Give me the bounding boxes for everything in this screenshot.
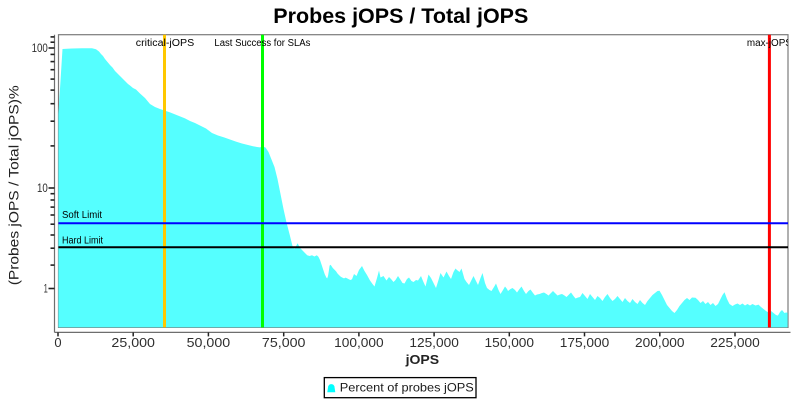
- svg-text:Probes jOPS / Total jOPS: Probes jOPS / Total jOPS: [273, 4, 528, 28]
- svg-text:100,000: 100,000: [334, 335, 384, 350]
- svg-text:critical-jOPS: critical-jOPS: [136, 38, 195, 49]
- svg-text:10: 10: [37, 181, 48, 195]
- svg-text:Last Success for SLAs: Last Success for SLAs: [214, 38, 310, 49]
- svg-text:100: 100: [32, 41, 48, 55]
- svg-text:50,000: 50,000: [187, 335, 231, 350]
- svg-text:max-jOPS: max-jOPS: [747, 38, 792, 49]
- svg-text:225,000: 225,000: [710, 335, 760, 350]
- svg-text:75,000: 75,000: [262, 335, 306, 350]
- svg-text:175,000: 175,000: [560, 335, 610, 350]
- svg-text:1: 1: [44, 282, 48, 296]
- svg-text:Soft Limit: Soft Limit: [62, 210, 102, 221]
- svg-text:200,000: 200,000: [635, 335, 685, 350]
- svg-text:25,000: 25,000: [111, 335, 155, 350]
- svg-text:0: 0: [54, 335, 61, 350]
- svg-text:jOPS: jOPS: [405, 352, 440, 367]
- svg-text:125,000: 125,000: [409, 335, 459, 350]
- svg-text:(Probes jOPS / Total jOPS)%: (Probes jOPS / Total jOPS)%: [6, 85, 22, 285]
- svg-text:150,000: 150,000: [485, 335, 535, 350]
- svg-text:Percent of probes jOPS: Percent of probes jOPS: [340, 381, 474, 395]
- svg-text:Hard Limit: Hard Limit: [62, 236, 103, 247]
